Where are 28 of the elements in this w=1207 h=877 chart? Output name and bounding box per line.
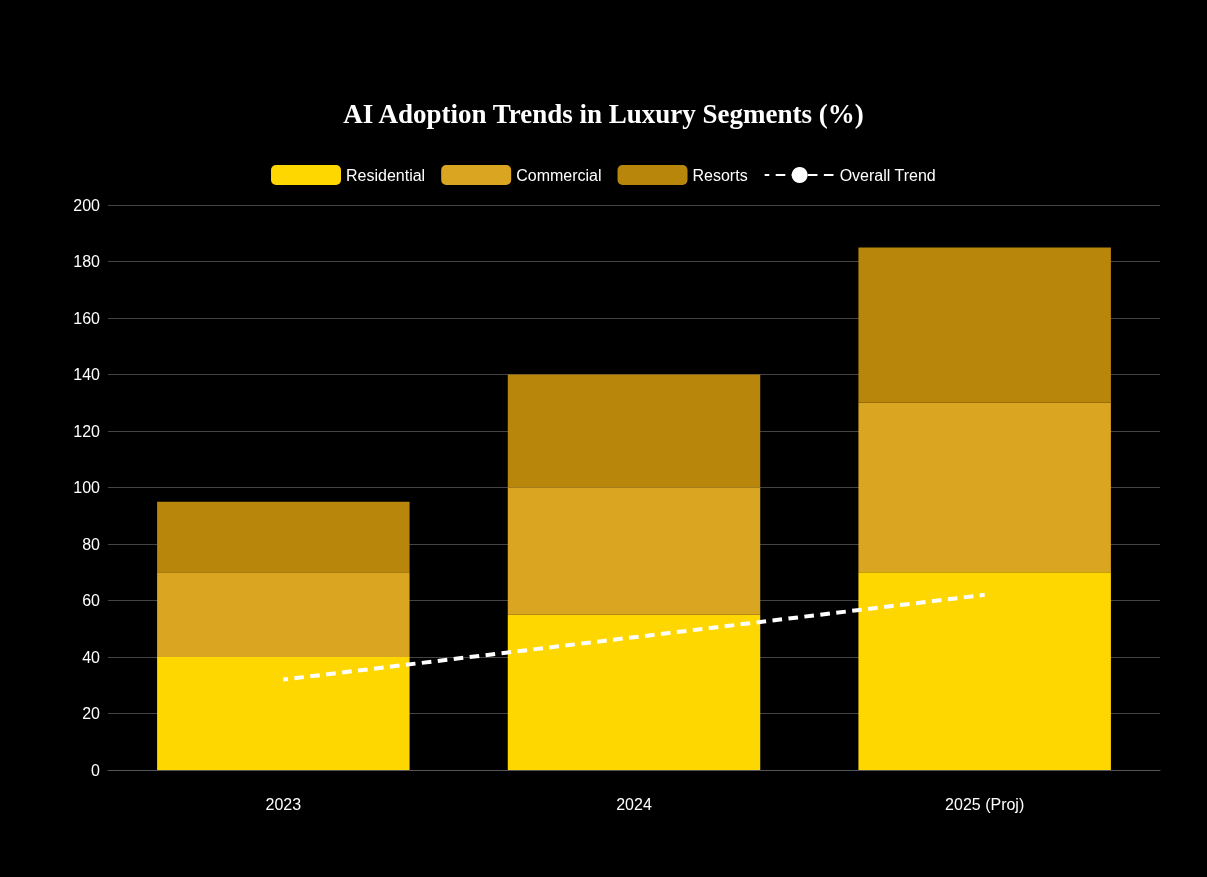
y-tick-label: 20	[82, 705, 101, 722]
x-tick-label: 2025 (Proj)	[945, 795, 1025, 813]
y-tick-label: 60	[82, 592, 101, 609]
y-tick-label: 140	[73, 366, 101, 383]
bar	[507, 614, 761, 770]
legend-label: Residential	[346, 166, 426, 184]
bar	[858, 247, 1111, 403]
bar	[507, 374, 761, 488]
legend-label: Commercial	[516, 166, 602, 184]
y-tick-label: 160	[73, 309, 101, 327]
y-tick-label: 180	[73, 253, 101, 270]
legend-label: Overall Trend	[839, 166, 936, 184]
x-tick-label: 2023	[265, 795, 302, 813]
y-tick-label: 120	[73, 422, 101, 440]
bar	[858, 572, 1111, 770]
bar	[507, 487, 761, 615]
y-tick-label: 200	[73, 196, 101, 214]
chart-title: AI Adoption Trends in Luxury Segments (%)	[343, 98, 864, 129]
x-tick-label: 2024	[616, 795, 652, 813]
bar	[858, 402, 1111, 573]
y-tick-label: 0	[91, 761, 101, 779]
y-tick-label: 80	[82, 535, 101, 553]
bar	[157, 572, 410, 657]
bar	[157, 501, 410, 573]
y-tick-label: 100	[73, 479, 101, 496]
legend-label: Resorts	[692, 166, 748, 184]
bar	[157, 657, 410, 770]
y-tick-label: 40	[82, 648, 101, 666]
